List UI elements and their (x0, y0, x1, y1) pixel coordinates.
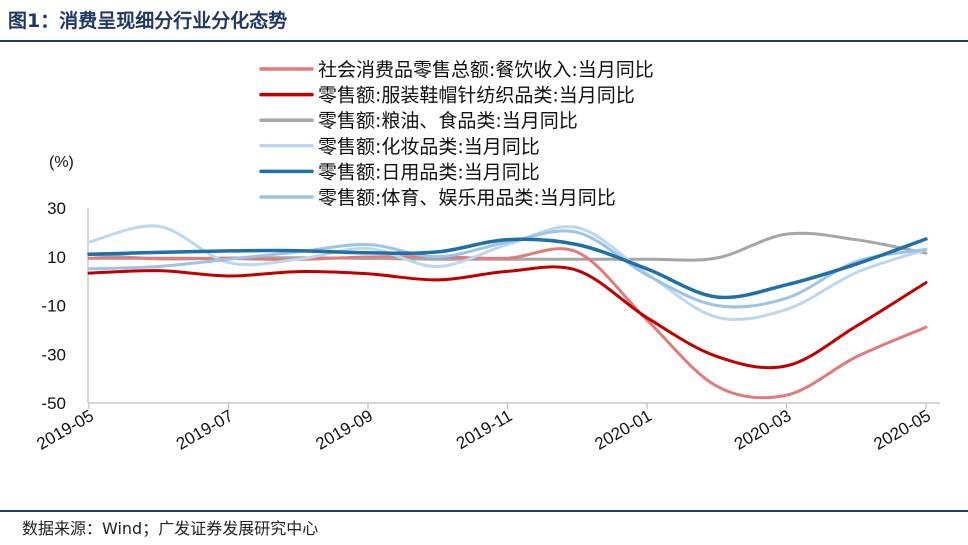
series-line-4 (87, 224, 928, 321)
source-rule (0, 510, 968, 512)
legend-label-2: 零售额:服装鞋帽针纺织品类:当月同比 (318, 85, 635, 107)
series-line-2 (87, 265, 928, 370)
x-tick-label: 2019-07 (173, 406, 237, 454)
legend-label-3: 零售额:粮油、食品类:当月同比 (318, 110, 578, 132)
x-tick-label: 2019-09 (312, 406, 376, 454)
x-tick-label: 2020-05 (870, 406, 934, 454)
chart-title: 图1：消费呈现细分行业分化态势 (8, 10, 288, 32)
x-tick-label: 2020-03 (731, 406, 795, 454)
x-tick-label: 2020-01 (591, 406, 655, 454)
y-tick-label: -50 (41, 394, 66, 413)
legend-label-4: 零售额:化妆品类:当月同比 (318, 136, 540, 158)
y-tick-label: 10 (47, 248, 66, 267)
title-rule (0, 40, 968, 42)
series-line-5 (87, 237, 928, 300)
legend-label-5: 零售额:日用品类:当月同比 (318, 161, 540, 183)
y-tick-label: 30 (47, 199, 66, 218)
x-tick-label: 2019-11 (453, 406, 515, 453)
series-line-6 (87, 229, 928, 309)
y-unit-label: (%) (49, 154, 74, 171)
x-tick-label: 2019-05 (33, 406, 97, 454)
legend-label-1: 社会消费品零售总额:餐饮收入:当月同比 (318, 59, 654, 81)
y-tick-label: -10 (41, 297, 66, 316)
source-note: 数据来源：Wind；广发证券发展研究中心 (22, 519, 319, 538)
y-tick-label: -30 (41, 345, 66, 364)
legend-label-6: 零售额:体育、娱乐用品类:当月同比 (318, 187, 616, 209)
line-chart: 30 10 -10 -30 -50 (%) 2019-05 2019-07 2019-09 201… (33, 59, 940, 454)
